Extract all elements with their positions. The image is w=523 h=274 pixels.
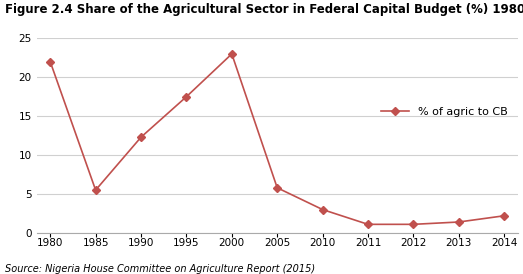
Legend: % of agric to CB: % of agric to CB xyxy=(377,103,512,122)
% of agric to CB xyxy=(320,208,326,211)
% of agric to CB xyxy=(229,52,235,56)
% of agric to CB xyxy=(365,223,371,226)
% of agric to CB xyxy=(410,223,416,226)
Text: Figure 2.4 Share of the Agricultural Sector in Federal Capital Budget (%) 1980 -: Figure 2.4 Share of the Agricultural Sec… xyxy=(5,3,523,16)
% of agric to CB xyxy=(501,214,507,218)
% of agric to CB xyxy=(183,95,189,98)
% of agric to CB xyxy=(93,189,99,192)
% of agric to CB xyxy=(274,186,280,189)
Line: % of agric to CB: % of agric to CB xyxy=(48,51,507,227)
% of agric to CB xyxy=(456,220,462,224)
% of agric to CB xyxy=(47,60,53,63)
% of agric to CB xyxy=(138,136,144,139)
Text: Source: Nigeria House Committee on Agriculture Report (2015): Source: Nigeria House Committee on Agric… xyxy=(5,264,315,274)
